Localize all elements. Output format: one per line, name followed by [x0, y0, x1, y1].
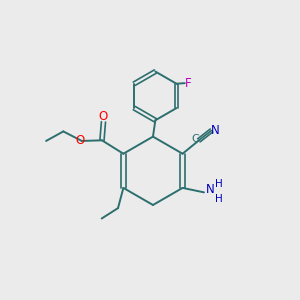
Text: F: F [185, 76, 192, 90]
Text: N: N [206, 184, 214, 196]
Text: C: C [191, 134, 199, 144]
Text: O: O [99, 110, 108, 123]
Text: N: N [211, 124, 219, 137]
Text: O: O [76, 134, 85, 147]
Text: H: H [215, 194, 223, 204]
Text: H: H [215, 179, 223, 189]
